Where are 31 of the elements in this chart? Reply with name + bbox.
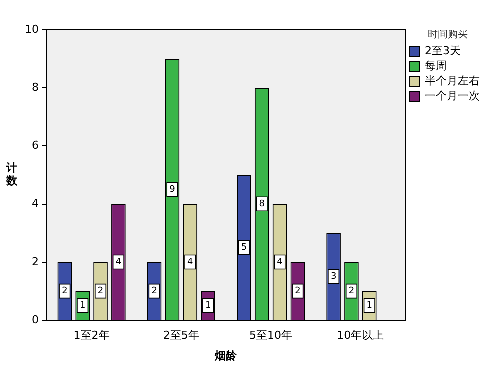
data-label: 4 (188, 258, 194, 268)
data-label: 2 (348, 286, 355, 297)
data-label: 8 (259, 199, 266, 210)
data-label: 2 (62, 286, 68, 297)
x-axis-title: 烟龄 (214, 349, 238, 362)
y-axis-title: 计数 (6, 162, 18, 188)
data-label: 1 (80, 301, 86, 312)
x-tick-label: 2至5年 (163, 329, 200, 342)
data-label: 4 (116, 258, 122, 268)
data-label: 3 (330, 272, 337, 282)
y-tick-label: 6 (32, 139, 39, 152)
y-tick-label: 8 (32, 80, 39, 94)
x-tick-label: 5至10年 (250, 329, 293, 342)
data-label: 4 (277, 258, 284, 268)
data-label: 2 (98, 286, 104, 297)
legend-label: 半个月左右 (425, 74, 480, 88)
data-label: 9 (170, 184, 176, 195)
legend-label: 2至3天 (425, 44, 461, 58)
data-label: 1 (205, 301, 212, 312)
y-tick-label: 10 (24, 22, 39, 36)
data-label: 1 (366, 301, 373, 312)
data-label: 2 (295, 286, 301, 297)
x-tick-label: 1至2年 (74, 329, 110, 342)
y-tick-label: 0 (32, 313, 39, 326)
legend-label: 每周 (425, 59, 447, 72)
legend-label: 一个月一次 (425, 89, 480, 102)
y-tick-label: 2 (32, 255, 39, 268)
y-tick-label: 4 (32, 197, 39, 210)
x-tick-label: 10年以上 (337, 329, 384, 342)
data-label: 5 (241, 243, 248, 254)
data-label: 2 (152, 286, 158, 297)
